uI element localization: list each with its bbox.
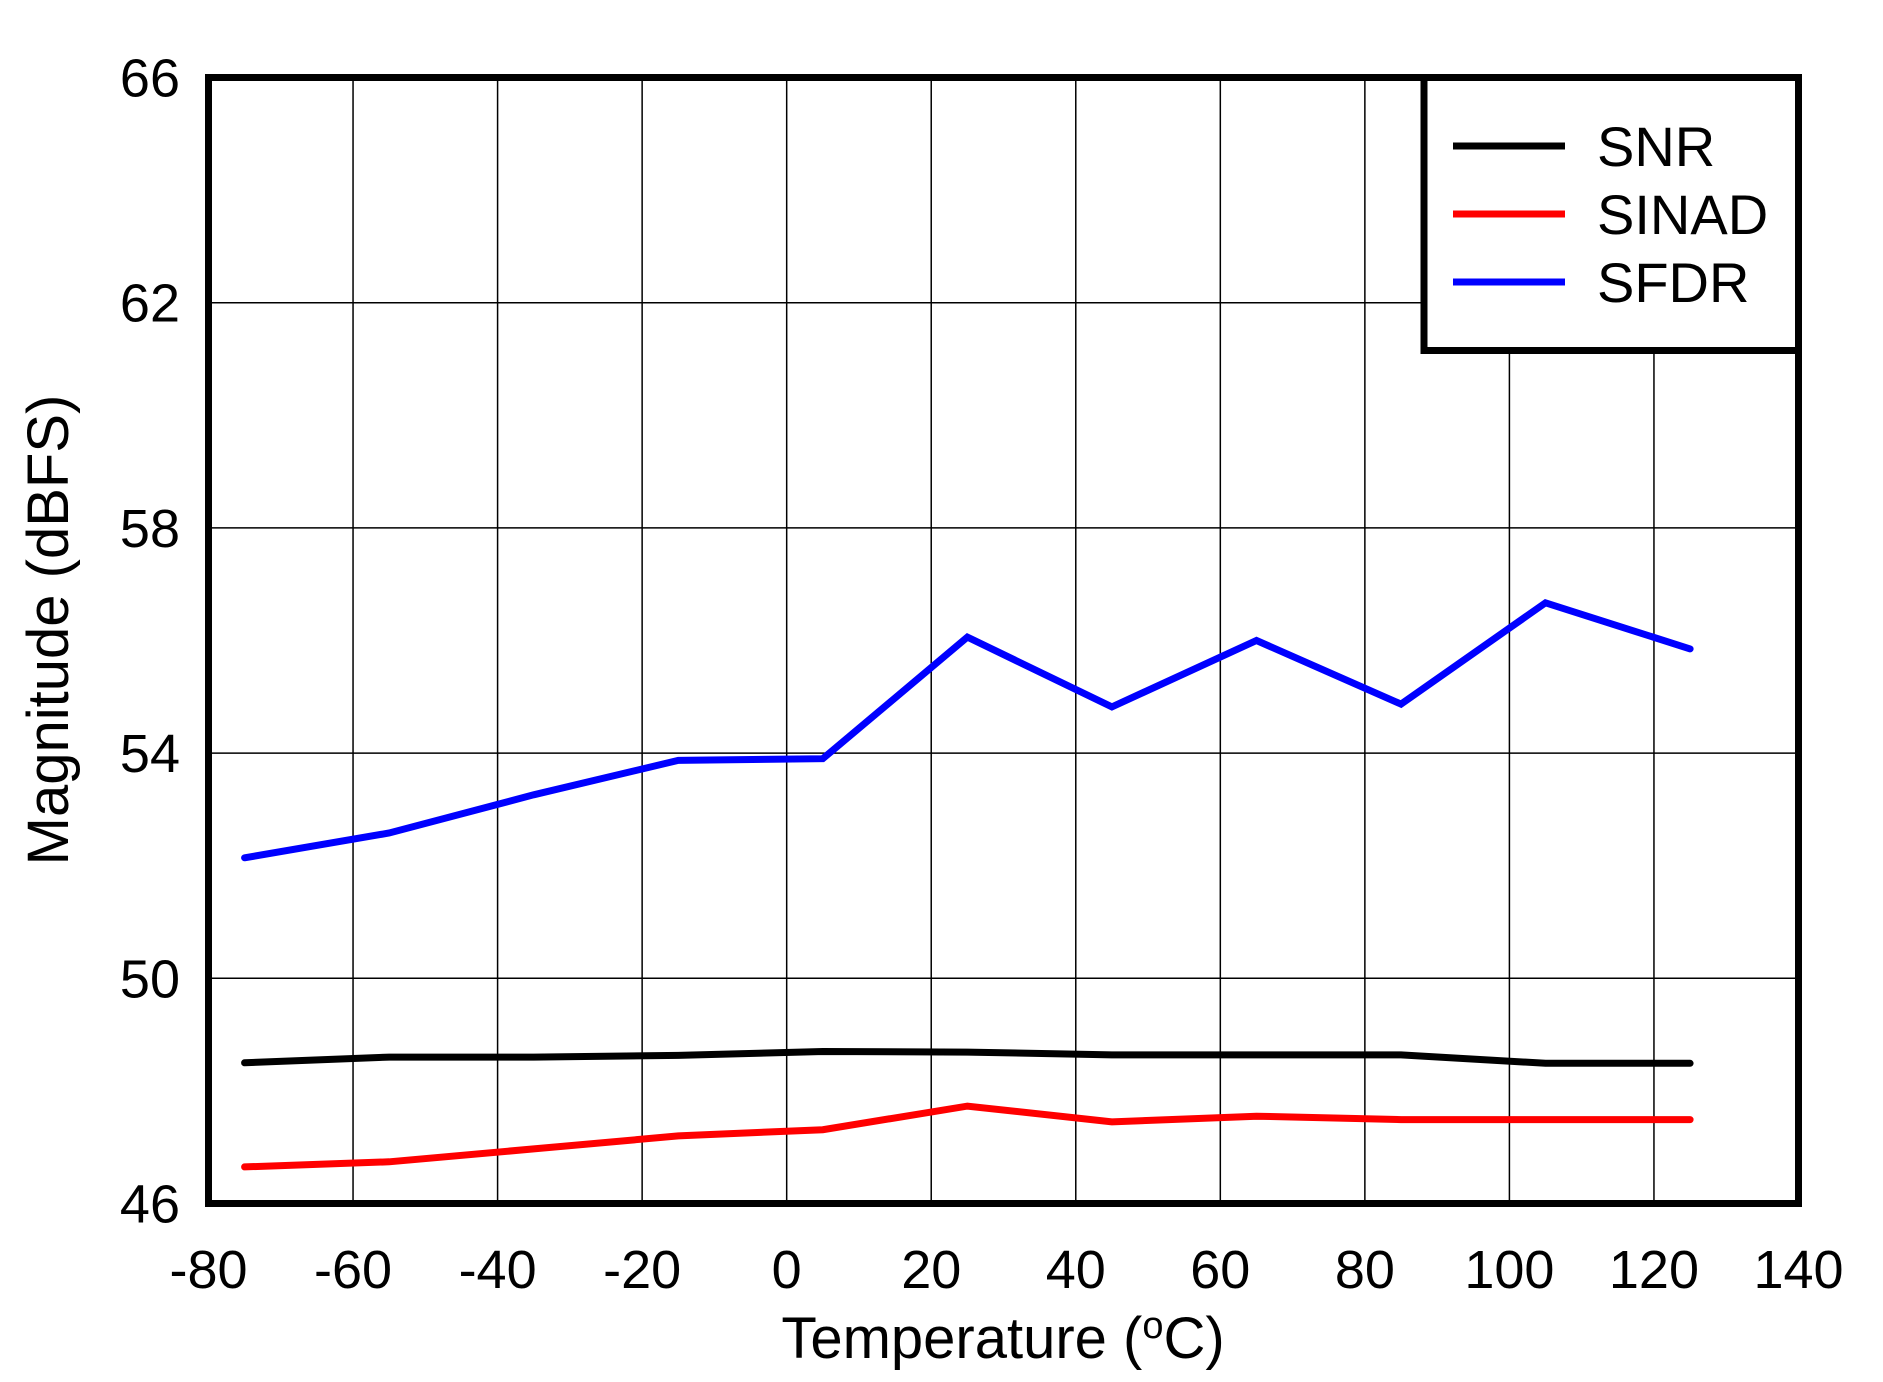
x-tick-label: 120: [1609, 1240, 1699, 1300]
x-tick-label: 0: [772, 1240, 802, 1300]
degree-superscript: o: [1142, 1305, 1163, 1347]
x-tick-label: -20: [603, 1240, 681, 1300]
x-tick-label: 80: [1335, 1240, 1395, 1300]
data-series: [241, 598, 1694, 1171]
legend-item-snr: SNR: [1453, 115, 1715, 178]
x-tick-label: -60: [314, 1240, 392, 1300]
x-tick-label: -80: [169, 1240, 247, 1300]
y-tick-label: 62: [120, 274, 180, 334]
legend-item-sfdr: SFDR: [1453, 251, 1749, 314]
x-tick-label: 20: [901, 1240, 961, 1300]
y-tick-label: 54: [120, 724, 180, 784]
x-tick-label: 140: [1753, 1240, 1843, 1300]
y-axis-tick-labels: 46 50 54 58 62 66: [120, 49, 180, 1235]
y-tick-label: 58: [120, 499, 180, 559]
x-axis-label: Temperature (oC): [781, 1305, 1224, 1371]
y-tick-label: 50: [120, 949, 180, 1009]
legend-label: SINAD: [1597, 183, 1768, 246]
legend-label: SNR: [1597, 115, 1715, 178]
series-line-snr: [241, 1047, 1694, 1067]
x-tick-label: 60: [1190, 1240, 1250, 1300]
x-axis-label-suffix: C): [1163, 1306, 1224, 1371]
legend-item-sinad: SINAD: [1453, 183, 1768, 246]
x-tick-label: -40: [459, 1240, 537, 1300]
x-tick-label: 100: [1464, 1240, 1554, 1300]
plot-frame: [205, 74, 1802, 1207]
legend-label: SFDR: [1597, 251, 1749, 314]
y-tick-label: 46: [120, 1175, 180, 1235]
y-tick-label: 66: [120, 49, 180, 109]
series-line-sfdr: [241, 598, 1694, 862]
x-axis-label-prefix: Temperature (: [781, 1306, 1142, 1371]
x-tick-label: 40: [1046, 1240, 1106, 1300]
x-axis-tick-labels: -80 -60 -40 -20 0 20 40 60 80 100 120 140: [169, 1240, 1843, 1300]
y-axis-label: Magnitude (dBFS): [16, 395, 81, 866]
series-line-sinad: [241, 1102, 1694, 1171]
